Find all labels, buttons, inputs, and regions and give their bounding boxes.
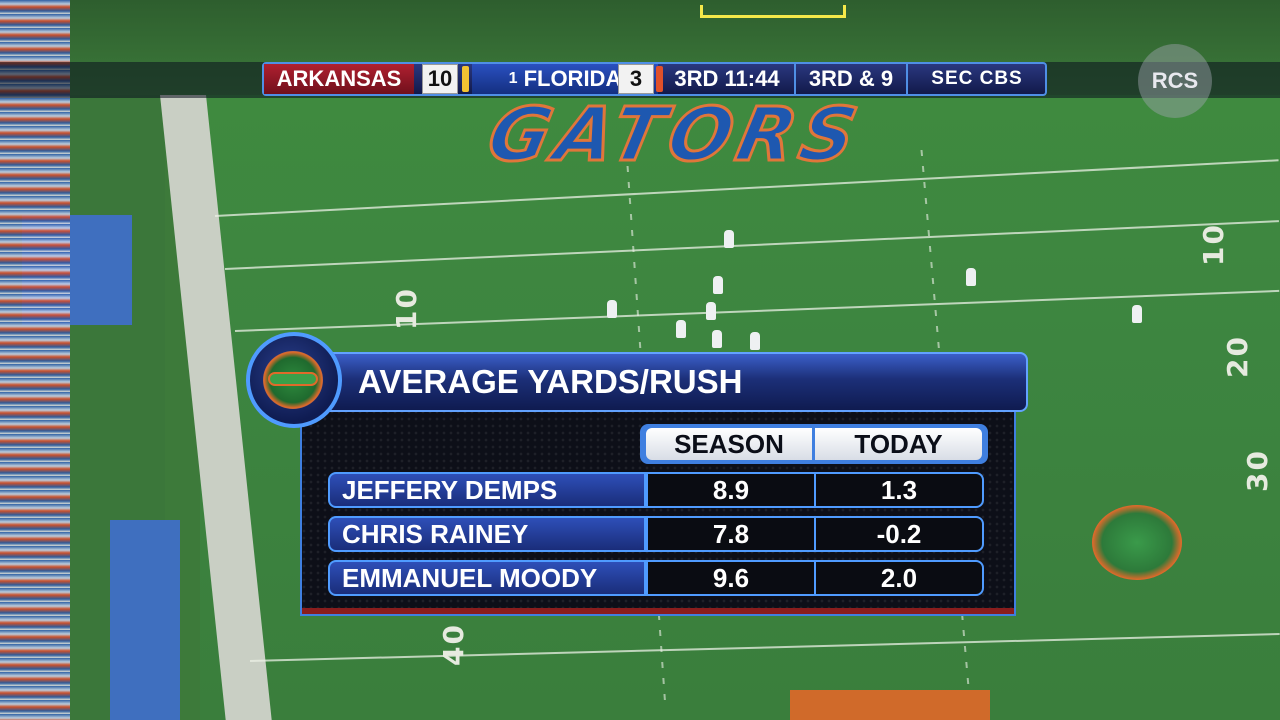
today-value: -0.2 — [814, 516, 984, 552]
crowd-stands — [0, 0, 70, 720]
goalpost — [700, 5, 846, 18]
watermark-logo: RCS — [1138, 44, 1212, 118]
column-header-today: TODAY — [815, 428, 982, 460]
away-team: ARKANSAS — [264, 64, 414, 94]
player — [607, 300, 617, 318]
possession-indicator — [462, 66, 469, 92]
player-name: CHRIS RAINEY — [328, 516, 646, 552]
gator-snout-icon — [268, 372, 318, 386]
down-and-distance: 3RD & 9 — [794, 64, 906, 94]
season-value: 8.9 — [646, 472, 816, 508]
yard-number: 30 — [1240, 449, 1274, 492]
player — [1132, 305, 1142, 323]
player — [712, 330, 722, 348]
field-logo-icon — [1092, 505, 1182, 580]
away-score: 10 — [422, 64, 458, 94]
home-rank: 1 — [508, 70, 518, 87]
stats-title: AVERAGE YARDS/RUSH — [358, 363, 743, 400]
network-logo: SEC CBS — [906, 64, 1046, 94]
yard-number: 10 — [1196, 223, 1230, 266]
panel-stripe — [302, 608, 1014, 614]
end-zone-text: GATORS — [479, 91, 871, 180]
today-value: 1.3 — [814, 472, 984, 508]
player — [966, 268, 976, 286]
stats-header-bar — [318, 352, 1028, 412]
timeout-indicator — [656, 66, 663, 92]
player — [750, 332, 760, 350]
stats-row: EMMANUEL MOODY 9.6 2.0 — [328, 560, 988, 596]
scorebug: ARKANSAS 10 1 FLORIDA 3 3RD 11:44 3RD & … — [262, 62, 1047, 96]
player-name: JEFFERY DEMPS — [328, 472, 646, 508]
player — [676, 320, 686, 338]
player — [713, 276, 723, 294]
today-value: 2.0 — [814, 560, 984, 596]
season-value: 7.8 — [646, 516, 816, 552]
yard-number: 40 — [436, 623, 470, 666]
yard-number: 10 — [389, 287, 423, 330]
game-clock: 3RD 11:44 — [674, 66, 780, 91]
player-name: EMMANUEL MOODY — [328, 560, 646, 596]
player — [724, 230, 734, 248]
column-header-season: SEASON — [646, 428, 812, 460]
stats-row: CHRIS RAINEY 7.8 -0.2 — [328, 516, 988, 552]
yard-number: 20 — [1220, 335, 1254, 378]
player — [706, 302, 716, 320]
home-score: 3 — [618, 64, 654, 94]
season-value: 9.6 — [646, 560, 816, 596]
bench-area — [110, 520, 180, 720]
home-team: FLORIDA — [523, 66, 622, 91]
end-zone-paint — [790, 690, 990, 720]
stats-row: JEFFERY DEMPS 8.9 1.3 — [328, 472, 988, 508]
